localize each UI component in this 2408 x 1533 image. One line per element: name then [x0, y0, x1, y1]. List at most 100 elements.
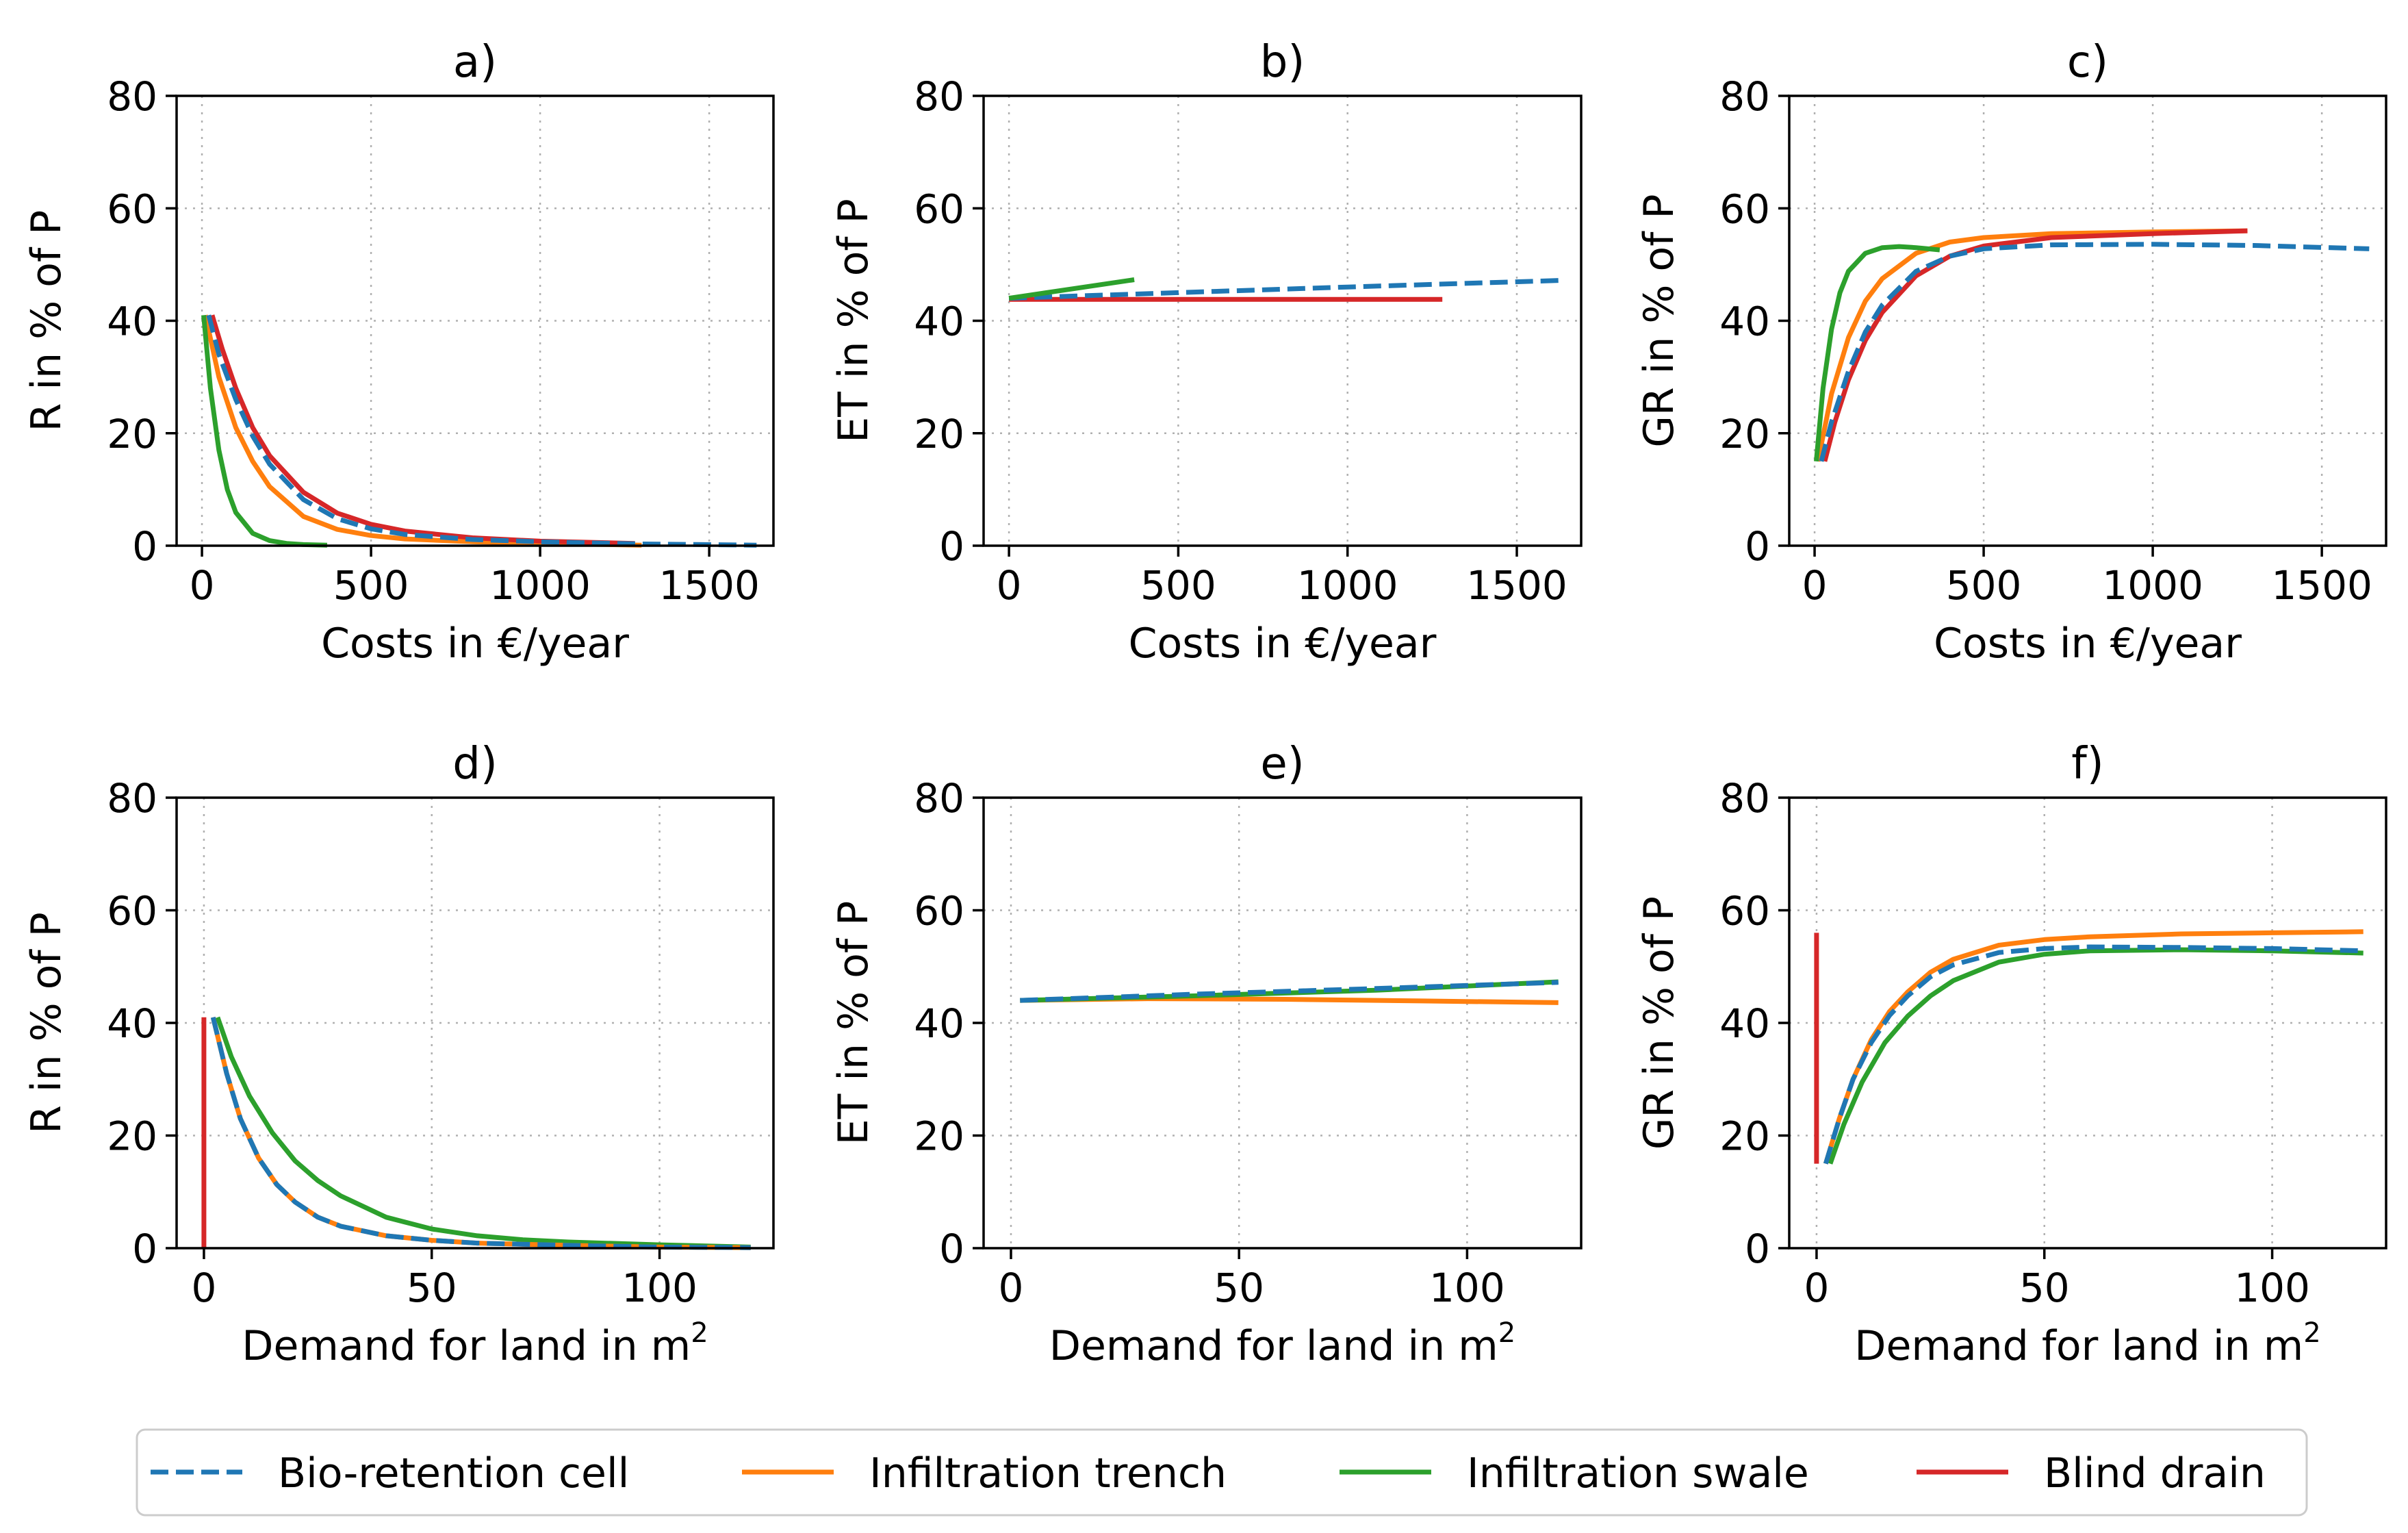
- x-tick-label: 1500: [658, 562, 760, 609]
- x-axis-label: Costs in €/year: [1934, 620, 2242, 668]
- x-tick-label: 500: [1946, 562, 2022, 609]
- y-tick-label: 80: [1719, 73, 1770, 120]
- y-axis-label: ET in % of P: [830, 901, 878, 1145]
- panel-title: b): [1260, 37, 1305, 88]
- y-tick-label: 60: [914, 888, 964, 935]
- y-tick-label: 80: [107, 73, 157, 120]
- panel-b: 0 500 1000 1500 0 20 40 60 80 b) Costs in €/year ET…: [830, 37, 1583, 668]
- y-tick-label: 80: [914, 775, 964, 822]
- panel-a: 0 500 1000 1500 0 20 40 60 80 a) Costs in €/year R …: [23, 37, 775, 668]
- y-tick-label: 20: [1719, 1113, 1770, 1160]
- y-tick-label: 0: [1745, 1226, 1770, 1272]
- x-tick-label: 100: [1429, 1265, 1505, 1311]
- panel-title: e): [1260, 739, 1304, 789]
- x-tick-label: 50: [407, 1265, 457, 1311]
- series-line-infiltration-swale: [215, 1016, 751, 1250]
- legend-entry-blind-drain: Blind drain: [1917, 1449, 2266, 1497]
- y-tick-label: 80: [914, 73, 964, 120]
- y-tick-label: 0: [939, 1226, 964, 1272]
- x-axis-label-superscript: 2: [1498, 1317, 1515, 1349]
- y-tick-label: 20: [914, 1113, 964, 1160]
- y-tick-label: 40: [107, 1000, 157, 1047]
- y-tick-label: 20: [107, 1113, 157, 1160]
- series-line-infiltration-trench: [1815, 228, 2248, 462]
- legend-label: Blind drain: [2044, 1449, 2266, 1497]
- y-axis-label: GR in % of P: [1635, 896, 1683, 1150]
- y-tick-label: 20: [107, 411, 157, 457]
- series-line-bio-retention-cell: [1819, 242, 2370, 462]
- y-tick-label: 60: [107, 186, 157, 232]
- legend-label: Infiltration trench: [869, 1449, 1227, 1497]
- legend: Bio-retention cell Infiltration trench Inf…: [136, 1428, 2308, 1517]
- legend-label: Bio-retention cell: [278, 1449, 629, 1497]
- x-axis-label: Demand for land in m2: [1854, 1317, 2320, 1370]
- x-tick-label: 50: [1214, 1265, 1264, 1311]
- x-tick-label: 1500: [2271, 562, 2372, 609]
- y-tick-label: 60: [107, 888, 157, 935]
- x-axis-label-superscript: 2: [2303, 1317, 2320, 1349]
- legend-label: Infiltration swale: [1467, 1449, 1809, 1497]
- y-tick-label: 40: [1719, 1000, 1770, 1047]
- series-line-bio-retention-cell: [206, 314, 757, 548]
- x-tick-label: 0: [191, 1265, 216, 1311]
- series-line-bio-retention-cell: [1823, 944, 2364, 1165]
- x-axis-label-text: Demand for land in m: [1049, 1322, 1498, 1370]
- y-tick-label: 0: [1745, 523, 1770, 570]
- x-axis-label-text: Costs in €/year: [321, 620, 629, 668]
- y-tick-label: 80: [1719, 775, 1770, 822]
- panel-c: 0 500 1000 1500 0 20 40 60 80 c) Costs in €/year GR…: [1635, 37, 2387, 668]
- panel-title: a): [453, 37, 497, 88]
- y-axis-label: ET in % of P: [830, 199, 878, 443]
- y-tick-label: 60: [1719, 186, 1770, 232]
- y-axis-label: GR in % of P: [1635, 194, 1683, 447]
- series-line-infiltration-swale: [1008, 277, 1135, 301]
- x-axis-label: Costs in €/year: [1129, 620, 1437, 668]
- y-tick-label: 0: [939, 523, 964, 570]
- panel-d: 0 50 100 0 20 40 60 80 d) Demand for land in m2 R …: [23, 739, 775, 1370]
- x-axis-label: Costs in €/year: [321, 620, 629, 668]
- series-line-blind-drain: [209, 314, 635, 546]
- x-axis-label: Demand for land in m2: [242, 1317, 708, 1370]
- series-line-blind-drain: [1822, 228, 2248, 462]
- x-tick-label: 0: [190, 562, 215, 609]
- y-tick-label: 80: [107, 775, 157, 822]
- y-tick-label: 40: [914, 299, 964, 345]
- x-tick-label: 100: [622, 1265, 697, 1311]
- x-tick-label: 0: [1802, 562, 1828, 609]
- series-line-bio-retention-cell: [1020, 980, 1559, 1003]
- x-tick-label: 1000: [2102, 562, 2203, 609]
- x-tick-label: 1000: [1297, 562, 1398, 609]
- series-line-bio-retention-cell: [210, 1016, 751, 1250]
- series-line-infiltration-swale: [1814, 244, 1941, 462]
- x-axis-label-text: Costs in €/year: [1934, 620, 2242, 668]
- series-line-bio-retention-cell: [1008, 277, 1565, 301]
- y-tick-label: 0: [132, 1226, 157, 1272]
- x-axis-label-superscript: 2: [691, 1317, 708, 1349]
- y-tick-label: 20: [1719, 411, 1770, 457]
- x-tick-label: 100: [2234, 1265, 2310, 1311]
- y-tick-label: 40: [914, 1000, 964, 1047]
- series-line-infiltration-swale: [201, 314, 327, 548]
- y-axis-label: R in % of P: [23, 912, 71, 1134]
- panel-title: c): [2067, 37, 2108, 88]
- y-axis-label: R in % of P: [23, 210, 71, 432]
- panel-e: 0 50 100 0 20 40 60 80 e) Demand for land in m2 ET…: [830, 739, 1583, 1370]
- series-line-infiltration-trench: [1823, 929, 2364, 1165]
- legend-box: [136, 1428, 2308, 1517]
- series-line-infiltration-trench: [203, 314, 642, 548]
- y-tick-label: 40: [107, 299, 157, 345]
- y-tick-label: 60: [914, 186, 964, 232]
- x-tick-label: 1500: [1466, 562, 1567, 609]
- x-axis-label: Demand for land in m2: [1049, 1317, 1515, 1370]
- x-tick-label: 500: [1140, 562, 1216, 609]
- legend-entry-infiltration-trench: Infiltration trench: [742, 1449, 1227, 1497]
- y-tick-label: 40: [1719, 299, 1770, 345]
- legend-entry-infiltration-swale: Infiltration swale: [1340, 1449, 1809, 1497]
- series-line-infiltration-swale: [1828, 947, 2364, 1165]
- x-tick-label: 0: [997, 562, 1022, 609]
- y-tick-label: 60: [1719, 888, 1770, 935]
- x-axis-label-text: Costs in €/year: [1129, 620, 1437, 668]
